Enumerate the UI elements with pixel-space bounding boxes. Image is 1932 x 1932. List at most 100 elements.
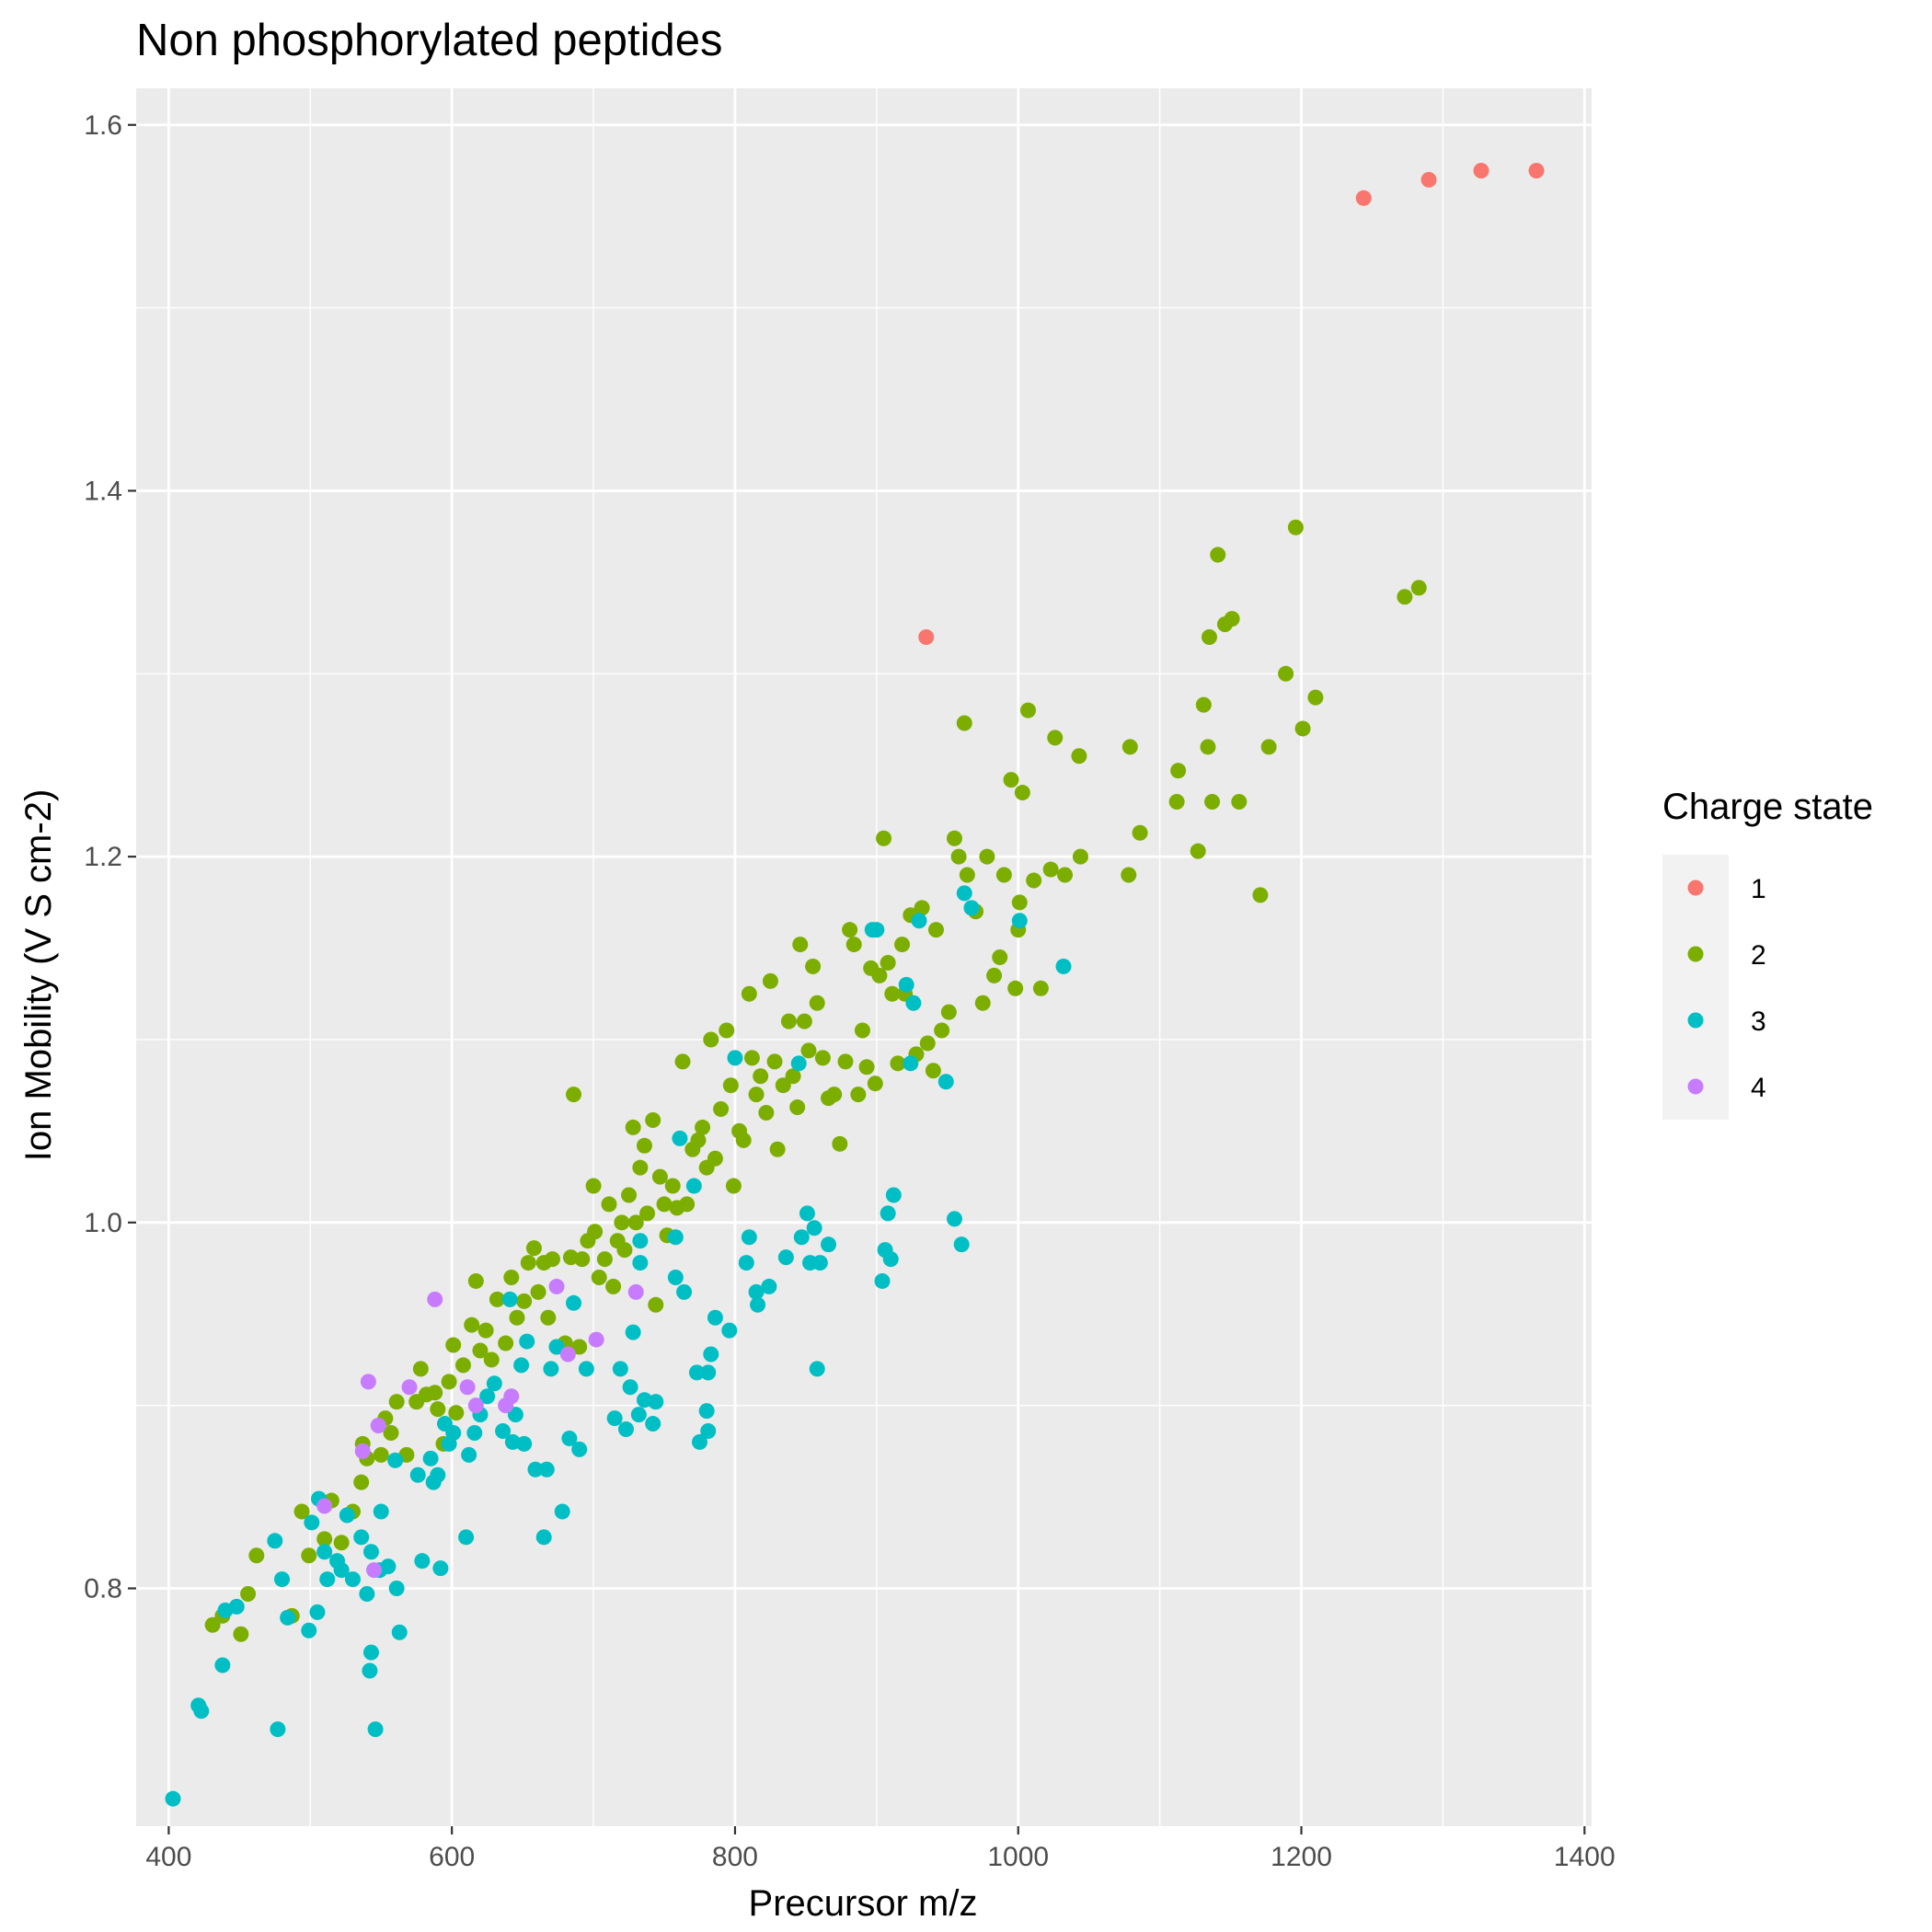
data-point-charge-2 [884,985,901,1002]
x-axis-title: Precursor m/z [749,1883,978,1924]
data-point-charge-2 [621,1187,638,1203]
y-tick-label: 0.8 [84,1574,122,1604]
data-point-charge-3 [632,1255,649,1271]
data-point-charge-3 [165,1790,181,1807]
data-point-charge-3 [617,1421,634,1438]
data-point-charge-2 [333,1535,350,1551]
data-point-charge-3 [538,1461,555,1478]
data-point-charge-2 [758,1105,775,1121]
data-point-charge-3 [685,1178,702,1194]
data-point-charge-4 [360,1374,376,1390]
data-point-charge-3 [535,1529,552,1546]
x-tick-label: 1200 [1271,1842,1332,1872]
data-point-charge-3 [414,1553,431,1570]
data-point-charge-2 [616,1242,633,1259]
x-tick-label: 400 [145,1842,191,1872]
data-point-charge-3 [721,1322,738,1339]
legend-label-charge-2: 2 [1751,940,1766,971]
data-point-charge-2 [876,830,892,846]
data-point-charge-2 [674,1053,691,1070]
data-point-charge-3 [799,1205,815,1222]
data-point-charge-2 [388,1394,405,1410]
y-axis-title: Ion Mobility (V S cm-2) [18,789,59,1162]
data-point-charge-2 [775,1077,791,1094]
data-point-charge-3 [280,1609,296,1626]
data-point-charge-2 [1231,793,1248,810]
data-point-charge-3 [513,1357,530,1374]
data-point-charge-3 [761,1278,777,1294]
data-point-charge-3 [874,1272,891,1289]
data-point-charge-2 [995,867,1012,883]
data-point-charge-4 [559,1346,576,1363]
data-point-charge-2 [1200,739,1216,755]
data-point-charge-2 [1011,894,1028,911]
legend-key-charge-4 [1687,1078,1704,1095]
data-point-charge-2 [483,1351,500,1368]
data-point-charge-2 [353,1474,370,1490]
data-point-charge-3 [274,1571,291,1588]
data-point-charge-3 [667,1229,684,1246]
data-point-charge-3 [543,1361,559,1377]
data-point-charge-2 [974,995,991,1011]
legend-label-charge-1: 1 [1751,874,1766,904]
data-point-charge-3 [391,1624,408,1640]
data-point-charge-2 [780,1013,797,1029]
data-point-charge-2 [832,1135,848,1152]
data-point-charge-3 [625,1324,641,1340]
y-tick-label: 1.4 [84,476,122,506]
data-point-charge-2 [427,1385,443,1401]
data-point-charge-2 [574,1251,591,1268]
data-point-charge-2 [1071,748,1087,765]
data-point-charge-3 [630,1407,647,1423]
data-point-charge-3 [388,1581,405,1597]
data-point-charge-3 [333,1562,350,1579]
data-point-charge-3 [359,1585,375,1602]
data-point-charge-3 [885,1187,902,1203]
data-point-charge-3 [466,1424,483,1441]
data-point-charge-3 [373,1503,389,1520]
data-point-charge-2 [240,1585,257,1602]
data-point-charge-3 [495,1423,512,1440]
data-point-charge-3 [316,1544,333,1560]
data-point-charge-2 [1032,980,1049,996]
data-point-charge-3 [270,1721,286,1738]
legend-label-charge-3: 3 [1751,1006,1766,1037]
data-point-charge-3 [527,1461,544,1478]
data-point-charge-2 [1195,696,1212,713]
data-point-charge-2 [713,1101,730,1118]
legend-key-charge-3 [1687,1012,1704,1029]
data-point-charge-4 [467,1397,484,1414]
data-point-charge-2 [796,1013,812,1029]
data-point-charge-2 [959,867,975,883]
data-point-charge-2 [858,1059,875,1075]
data-point-charge-2 [489,1291,505,1307]
data-point-charge-3 [691,1433,707,1450]
data-point-charge-2 [719,1022,735,1039]
data-point-charge-3 [461,1446,477,1463]
data-point-charge-4 [588,1331,604,1348]
data-point-charge-2 [890,1055,906,1072]
data-point-charge-2 [743,1050,760,1066]
data-point-charge-3 [903,1055,919,1072]
data-point-charge-3 [622,1379,638,1396]
data-point-charge-3 [698,1403,715,1420]
data-point-charge-3 [362,1644,379,1661]
data-point-charge-3 [548,1339,565,1355]
data-point-charge-3 [703,1346,719,1363]
data-point-charge-3 [301,1622,317,1639]
data-point-charge-3 [362,1662,378,1679]
data-point-charge-1 [918,629,935,646]
data-point-charge-4 [354,1443,371,1459]
data-point-charge-1 [1420,171,1437,188]
data-point-charge-2 [735,1132,752,1148]
legend-key-charge-2 [1687,946,1704,962]
data-point-charge-2 [842,922,858,938]
plot-background [136,88,1592,1826]
data-point-charge-3 [672,1130,688,1146]
data-point-charge-2 [516,1293,533,1309]
data-point-charge-2 [477,1322,494,1339]
data-point-charge-2 [566,1087,582,1103]
data-point-charge-3 [479,1388,496,1405]
data-point-charge-3 [304,1514,320,1531]
